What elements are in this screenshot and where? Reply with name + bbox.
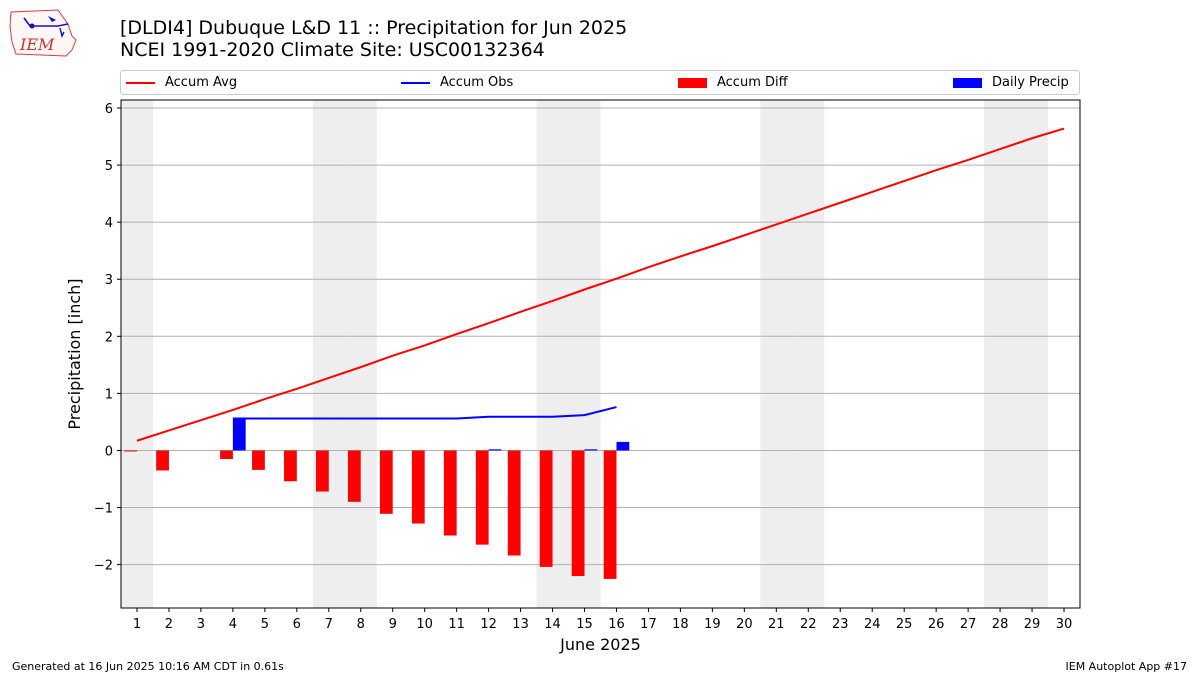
legend-swatch-accum-diff xyxy=(678,77,707,88)
x-tick-label: 16 xyxy=(608,617,625,632)
daily-precip-bar-12 xyxy=(488,449,502,451)
x-tick-label: 12 xyxy=(480,617,497,632)
legend-swatch-accum-obs xyxy=(401,81,430,84)
legend-item-daily-precip: Daily Precip xyxy=(953,71,1069,94)
weekend-band-22 xyxy=(792,100,825,608)
y-tick-label: 5 xyxy=(105,159,113,174)
weekend-band-7 xyxy=(312,100,345,608)
y-tick-label: 0 xyxy=(105,444,113,459)
iem-logo: IEM xyxy=(8,6,82,62)
logo-text: IEM xyxy=(19,35,55,54)
legend-label-daily-precip: Daily Precip xyxy=(992,75,1069,90)
x-tick-label: 11 xyxy=(448,617,465,632)
x-tick-label: 3 xyxy=(197,617,205,632)
chart-title: [DLDI4] Dubuque L&D 11 :: Precipitation … xyxy=(120,17,628,39)
x-tick-label: 1 xyxy=(133,617,141,632)
weekend-band-28 xyxy=(984,100,1017,608)
accum-diff-bar-8 xyxy=(347,450,361,502)
legend-swatch-daily-precip xyxy=(953,77,982,88)
x-tick-label: 24 xyxy=(864,617,881,632)
x-tick-label: 30 xyxy=(1056,617,1073,632)
weekend-band-8 xyxy=(344,100,377,608)
daily-precip-bar-15 xyxy=(584,449,598,451)
x-tick-label: 10 xyxy=(416,617,433,632)
legend-label-accum-diff: Accum Diff xyxy=(717,75,788,90)
x-tick-label: 4 xyxy=(229,617,237,632)
y-tick-label: −2 xyxy=(94,559,113,574)
x-tick-label: 8 xyxy=(357,617,365,632)
lines xyxy=(136,127,1065,442)
generated-timestamp: Generated at 16 Jun 2025 10:16 AM CDT in… xyxy=(12,660,284,673)
x-tick-label: 9 xyxy=(389,617,397,632)
x-tick-label: 27 xyxy=(960,617,977,632)
accum-diff-bar-1 xyxy=(124,450,137,452)
accum-diff-bar-11 xyxy=(443,450,457,536)
accum-diff-bar-5 xyxy=(252,450,265,470)
weekend-band-1 xyxy=(121,100,153,608)
y-tick-label: 2 xyxy=(105,330,113,345)
accum-avg-line xyxy=(136,127,1065,442)
x-tick-label: 29 xyxy=(1024,617,1041,632)
x-tick-label: 21 xyxy=(768,617,785,632)
legend-item-accum-diff: Accum Diff xyxy=(678,71,788,94)
x-tick-label: 5 xyxy=(261,617,269,632)
legend: Accum Avg Accum Obs Accum Diff Daily Pre… xyxy=(120,70,1080,95)
legend-label-accum-obs: Accum Obs xyxy=(440,75,514,90)
y-tick-label: −1 xyxy=(94,502,113,517)
daily-precip-bar-16 xyxy=(616,441,630,451)
weekend-band-29 xyxy=(1016,100,1049,608)
x-tick-label: 18 xyxy=(672,617,689,632)
x-tick-label: 22 xyxy=(800,617,817,632)
legend-swatch-accum-avg xyxy=(126,81,155,84)
bars xyxy=(124,418,630,579)
y-tick-label: 4 xyxy=(105,216,113,231)
app-label: IEM Autoplot App #17 xyxy=(1065,660,1188,673)
y-tick-label: 6 xyxy=(105,102,113,117)
x-tick-label: 19 xyxy=(704,617,721,632)
accum-diff-bar-13 xyxy=(507,450,521,556)
legend-item-accum-obs: Accum Obs xyxy=(401,71,513,94)
accum-diff-bar-12 xyxy=(475,450,489,545)
accum-diff-bar-10 xyxy=(411,450,425,524)
accum-diff-bar-7 xyxy=(315,450,329,492)
y-tick-label: 1 xyxy=(105,387,113,402)
legend-label-accum-avg: Accum Avg xyxy=(165,75,238,90)
weekend-band-21 xyxy=(760,100,793,608)
accum-diff-bar-16 xyxy=(603,450,617,579)
daily-precip-bar-4 xyxy=(232,418,246,451)
accum-diff-bar-14 xyxy=(539,450,553,567)
x-tick-label: 23 xyxy=(832,617,849,632)
x-tick-label: 7 xyxy=(325,617,333,632)
y-axis-label: Precipitation [inch] xyxy=(65,278,84,429)
legend-item-accum-avg: Accum Avg xyxy=(126,71,237,94)
accum-diff-bar-15 xyxy=(571,450,585,577)
plot-frame xyxy=(120,99,1081,609)
x-tick-label: 15 xyxy=(576,617,593,632)
accum-diff-bar-2 xyxy=(156,450,169,471)
x-tick-label: 25 xyxy=(896,617,913,632)
x-tick-label: 20 xyxy=(736,617,753,632)
accum-diff-bar-6 xyxy=(284,450,297,482)
x-tick-label: 26 xyxy=(928,617,945,632)
x-tick-label: 6 xyxy=(293,617,301,632)
x-tick-label: 2 xyxy=(165,617,173,632)
accum-diff-bar-4 xyxy=(220,450,233,460)
x-tick-label: 28 xyxy=(992,617,1009,632)
accum-obs-line xyxy=(232,406,617,420)
x-tick-label: 13 xyxy=(512,617,529,632)
chart-subtitle: NCEI 1991-2020 Climate Site: USC00132364 xyxy=(120,39,545,61)
x-tick-label: 14 xyxy=(544,617,561,632)
x-axis-label: June 2025 xyxy=(559,635,641,654)
accum-diff-bar-9 xyxy=(379,450,393,514)
x-tick-label: 17 xyxy=(640,617,657,632)
y-tick-label: 3 xyxy=(105,273,113,288)
